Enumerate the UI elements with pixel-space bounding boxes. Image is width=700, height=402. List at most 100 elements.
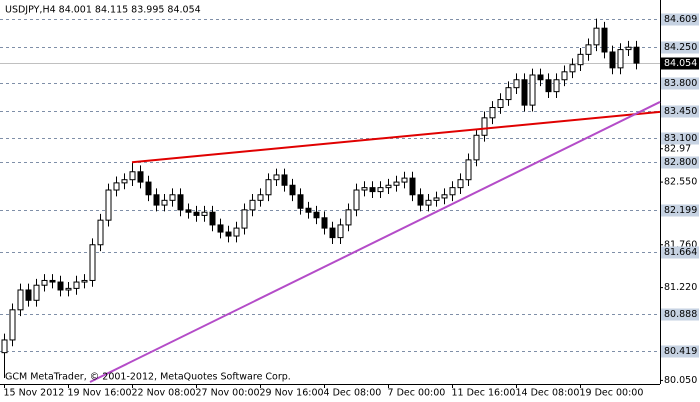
candle-body	[417, 194, 424, 206]
candle-body	[457, 179, 464, 189]
candle-body	[433, 197, 440, 201]
level-label: 82.800	[664, 157, 697, 168]
candle-body	[513, 79, 520, 89]
level-box	[661, 204, 699, 217]
candle-body	[233, 227, 240, 237]
candle-body	[209, 211, 216, 226]
level-box	[661, 41, 699, 54]
candle-body	[41, 279, 48, 286]
level-box	[661, 345, 699, 358]
candle-body	[593, 27, 600, 46]
candle-body	[201, 211, 208, 216]
candle-body	[577, 53, 584, 66]
candle-body	[345, 209, 352, 226]
candle-body	[377, 187, 384, 193]
candle-body	[73, 281, 80, 289]
candle-body	[601, 27, 608, 53]
candle-body	[473, 134, 480, 161]
x-tick-label: 19 Nov 16:00	[68, 388, 132, 399]
candle-body	[145, 181, 152, 196]
y-tick-label: 82.97	[664, 143, 691, 154]
candle-body	[177, 194, 184, 211]
candle-body	[113, 182, 120, 191]
candle-body	[289, 184, 296, 196]
candle-body	[153, 194, 160, 206]
level-label: 84.250	[664, 42, 697, 53]
level-box	[661, 132, 699, 145]
candle-body	[225, 231, 232, 237]
candle-body	[137, 171, 144, 183]
level-label: 83.800	[664, 78, 697, 89]
candle-body	[241, 209, 248, 229]
candle-body	[161, 199, 168, 206]
candle-body	[89, 244, 96, 281]
candle-body	[185, 209, 192, 213]
level-label: 80.419	[664, 346, 697, 357]
candle-body	[425, 199, 432, 206]
x-tick-label: 7 Dec 00:00	[388, 388, 446, 399]
candle-body	[353, 189, 360, 211]
candle-body	[321, 217, 328, 229]
candle-body	[249, 199, 256, 211]
candle-body	[369, 187, 376, 193]
level-label: 83.100	[664, 133, 697, 144]
candle-body	[481, 117, 488, 136]
candle-body	[561, 71, 568, 81]
candle-body	[441, 194, 448, 199]
y-tick-label: 81.760	[664, 239, 697, 250]
footer: GCM MetaTrader, © 2001-2012, MetaQuotes …	[5, 372, 291, 383]
y-tick-label: 80.050	[664, 375, 697, 386]
x-tick-label: 4 Dec 08:00	[324, 388, 382, 399]
candle-body	[609, 51, 616, 69]
level-label: 84.609	[664, 14, 697, 25]
candle-body	[497, 99, 504, 109]
level-box	[661, 156, 699, 169]
candle-body	[25, 289, 32, 301]
x-tick-label: 29 Nov 16:00	[260, 388, 324, 399]
price-box	[661, 57, 699, 70]
x-tick-label: 22 Nov 08:00	[132, 388, 196, 399]
candle-body	[217, 224, 224, 233]
level-box	[661, 246, 699, 259]
candle-body	[65, 287, 72, 291]
candle-body	[313, 211, 320, 219]
candle-body	[121, 179, 128, 184]
candle-body	[521, 79, 528, 106]
level-label: 80.888	[664, 309, 697, 320]
candle-body	[585, 44, 592, 55]
x-tick-label: 27 Nov 00:00	[196, 388, 260, 399]
candle-body	[465, 159, 472, 181]
level-box	[661, 13, 699, 26]
candle-body	[81, 279, 88, 283]
axis-labels: 82.97 82.550 81.760 81.220 80.050 84.609 84.25…	[4, 13, 699, 399]
candle-body	[305, 207, 312, 213]
candle-body	[393, 181, 400, 186]
candle-body	[337, 224, 344, 239]
candle-body	[537, 74, 544, 81]
x-tick-label: 15 Nov 2012	[4, 388, 65, 399]
candle-body	[361, 187, 368, 191]
level-label: 81.664	[664, 247, 697, 258]
candle-body	[9, 309, 16, 341]
candle-body	[401, 177, 408, 183]
candle-body	[633, 46, 640, 64]
candle-body	[105, 189, 112, 221]
chart-title: USDJPY,H4 84.001 84.115 83.995 84.054	[5, 5, 201, 16]
y-tick-label: 81.220	[664, 282, 697, 293]
x-tick-label: 19 Dec 00:00	[580, 388, 644, 399]
trendlines	[89, 101, 661, 383]
candle-body	[265, 179, 272, 196]
y-tick-label: 82.550	[664, 177, 697, 188]
candle-body	[97, 219, 104, 246]
candle-body	[329, 227, 336, 239]
level-label: 82.199	[664, 205, 697, 216]
candle-body	[625, 46, 632, 51]
x-tick-label: 11 Dec 16:00	[452, 388, 516, 399]
candle-body	[169, 194, 176, 201]
candle-body	[1, 339, 8, 354]
candle-body	[49, 279, 56, 283]
level-box	[661, 308, 699, 321]
level-box	[661, 77, 699, 90]
